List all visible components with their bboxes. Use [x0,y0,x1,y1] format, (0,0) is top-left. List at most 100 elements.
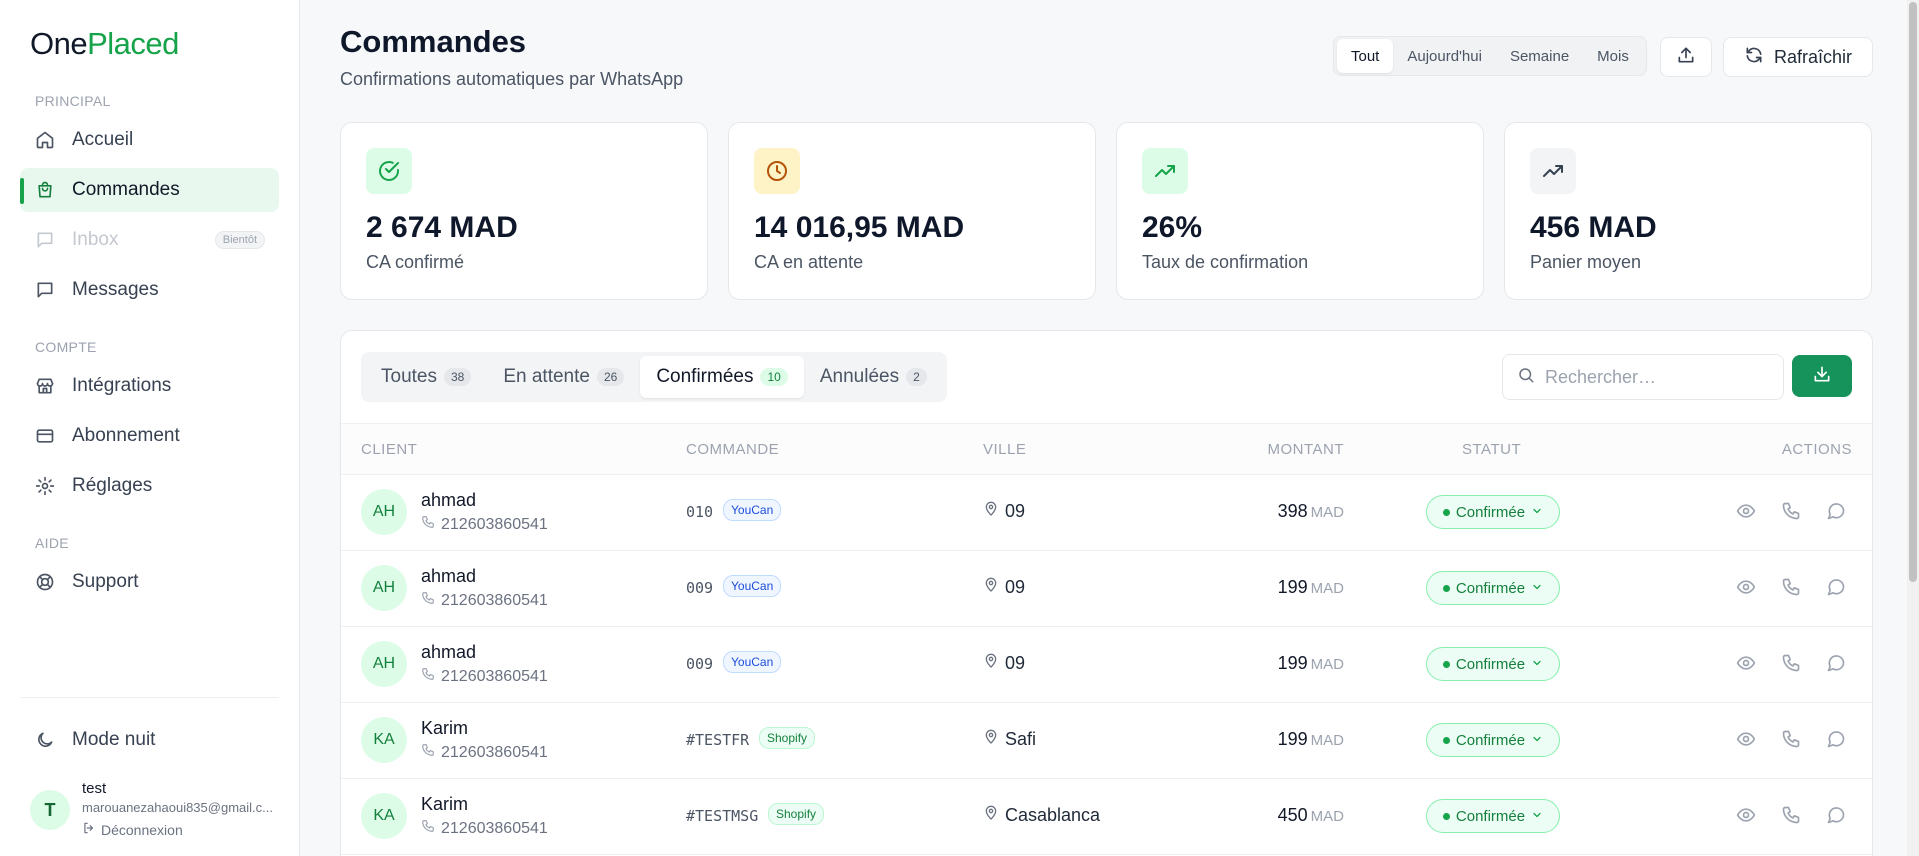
tab-en-attente[interactable]: En attente 26 [487,356,640,398]
sidebar-item-support[interactable]: Support [20,560,279,604]
status-dot [1442,508,1450,516]
tab-label: Annulées [819,366,900,387]
status-dropdown[interactable]: Confirmée [1426,799,1560,833]
customer-phone: 212603860541 [421,743,548,762]
tab-label: Toutes [381,366,437,387]
chevron-down-icon [1531,504,1543,521]
life-buoy-icon [34,571,56,593]
phone-number: 212603860541 [441,591,548,609]
sidebar-item-label: Commandes [72,179,180,200]
table-row[interactable]: AH ahmad 212603860541 009 YouCan 09 199 MAD Conf… [341,551,1872,627]
city-name: 09 [1005,577,1026,597]
table-row[interactable]: AH ahmad 212603860541 010 YouCan 09 398 MAD Conf… [341,475,1872,551]
order-id[interactable]: #TESTFR [686,731,750,749]
night-mode-toggle[interactable]: Mode nuit [20,718,279,762]
sidebar-item-messages[interactable]: Messages [20,268,279,312]
view-button[interactable] [1734,653,1758,677]
call-button[interactable] [1779,653,1803,677]
download-button[interactable] [1792,355,1852,397]
table-row[interactable]: AH ahmad 212603860541 009 YouCan 09 199 MAD Conf… [341,627,1872,703]
kpi-label: Taux de confirmation [1142,252,1309,272]
tab-count-badge: 26 [596,368,625,386]
status-dropdown[interactable]: Confirmée [1426,571,1560,605]
chevron-down-icon [1531,808,1543,825]
message-button[interactable] [1824,501,1848,525]
sidebar-item-integrations[interactable]: Intégrations [20,364,279,408]
customer-phone: 212603860541 [421,591,548,610]
call-button[interactable] [1779,805,1803,829]
column-header-statut: STATUT [1462,441,1522,458]
tab-toutes[interactable]: Toutes 38 [365,356,487,398]
period-tab-aujourdhui[interactable]: Aujourd'hui [1407,47,1482,65]
page-scrollbar[interactable] [1907,0,1919,856]
status-dropdown[interactable]: Confirmée [1426,495,1560,529]
sidebar-item-abonnement[interactable]: Abonnement [20,414,279,458]
column-header-montant: MONTANT [1267,441,1344,458]
sidebar-item-accueil[interactable]: Accueil [20,118,279,162]
tab-confirmees[interactable]: Confirmées 10 [640,356,804,398]
brand-logo[interactable]: OnePlaced [30,26,179,62]
scrollbar-thumb[interactable] [1909,2,1917,582]
refresh-button[interactable]: Rafraîchir [1723,37,1873,77]
status-dropdown[interactable]: Confirmée [1426,647,1560,681]
message-button[interactable] [1824,805,1848,829]
status-dot [1442,584,1450,592]
sidebar-divider [20,697,279,698]
order-amount: 199 MAD [1278,729,1344,750]
logout-button[interactable]: Déconnexion [82,821,183,838]
amount-value: 398 [1277,501,1308,521]
sidebar-item-label: Intégrations [72,375,172,396]
phone-number: 212603860541 [441,515,548,533]
kpi-label: CA en attente [754,252,864,272]
search-input[interactable] [1545,366,1765,388]
phone-icon [1781,577,1801,602]
view-button[interactable] [1734,729,1758,753]
sidebar-item-commandes[interactable]: Commandes [20,168,279,212]
currency: MAD [1310,656,1344,673]
status-dot [1442,812,1450,820]
eye-icon [1736,729,1756,754]
order-id[interactable]: 009 [686,655,714,673]
avatar: AH [361,641,407,687]
sidebar-item-reglages[interactable]: Réglages [20,464,279,508]
check-circle-icon [366,148,412,194]
avatar: KA [361,717,407,763]
view-button[interactable] [1734,577,1758,601]
message-button[interactable] [1824,729,1848,753]
message-button[interactable] [1824,577,1848,601]
export-button[interactable] [1660,37,1712,77]
logout-label: Déconnexion [101,821,183,838]
period-tab-tout[interactable]: Tout [1337,39,1394,73]
order-id[interactable]: #TESTMSG [686,807,759,825]
logout-icon [82,821,96,838]
trending-up-icon [1142,148,1188,194]
call-button[interactable] [1779,501,1803,525]
order-id[interactable]: 010 [686,503,714,521]
view-button[interactable] [1734,805,1758,829]
sidebar-item-label: Réglages [72,475,153,496]
table-row[interactable]: KA Karim 212603860541 #TESTMSG Shopify Casabl… [341,779,1872,855]
source-badge: Shopify [768,803,825,825]
phone-icon [421,667,435,686]
view-button[interactable] [1734,501,1758,525]
message-square-icon [34,229,56,251]
gear-icon [34,475,56,497]
eye-icon [1736,653,1756,678]
period-tab-mois[interactable]: Mois [1597,47,1629,65]
phone-number: 212603860541 [441,743,548,761]
city: 09 [983,501,1025,522]
call-button[interactable] [1779,729,1803,753]
avatar: AH [361,489,407,535]
city: Safi [983,729,1036,750]
call-button[interactable] [1779,577,1803,601]
order-id[interactable]: 009 [686,579,714,597]
section-label-aide: AIDE [35,535,69,551]
amount-value: 450 [1277,805,1308,825]
tab-annulees[interactable]: Annulées 2 [804,356,943,398]
table-row[interactable]: KA Karim 212603860541 #TESTFR Shopify Safi 199… [341,703,1872,779]
period-tab-semaine[interactable]: Semaine [1509,47,1570,65]
message-button[interactable] [1824,653,1848,677]
currency: MAD [1310,580,1344,597]
status-dropdown[interactable]: Confirmée [1426,723,1560,757]
orders-panel: Toutes 38 En attente 26 Confirmées 10 An… [340,330,1873,856]
